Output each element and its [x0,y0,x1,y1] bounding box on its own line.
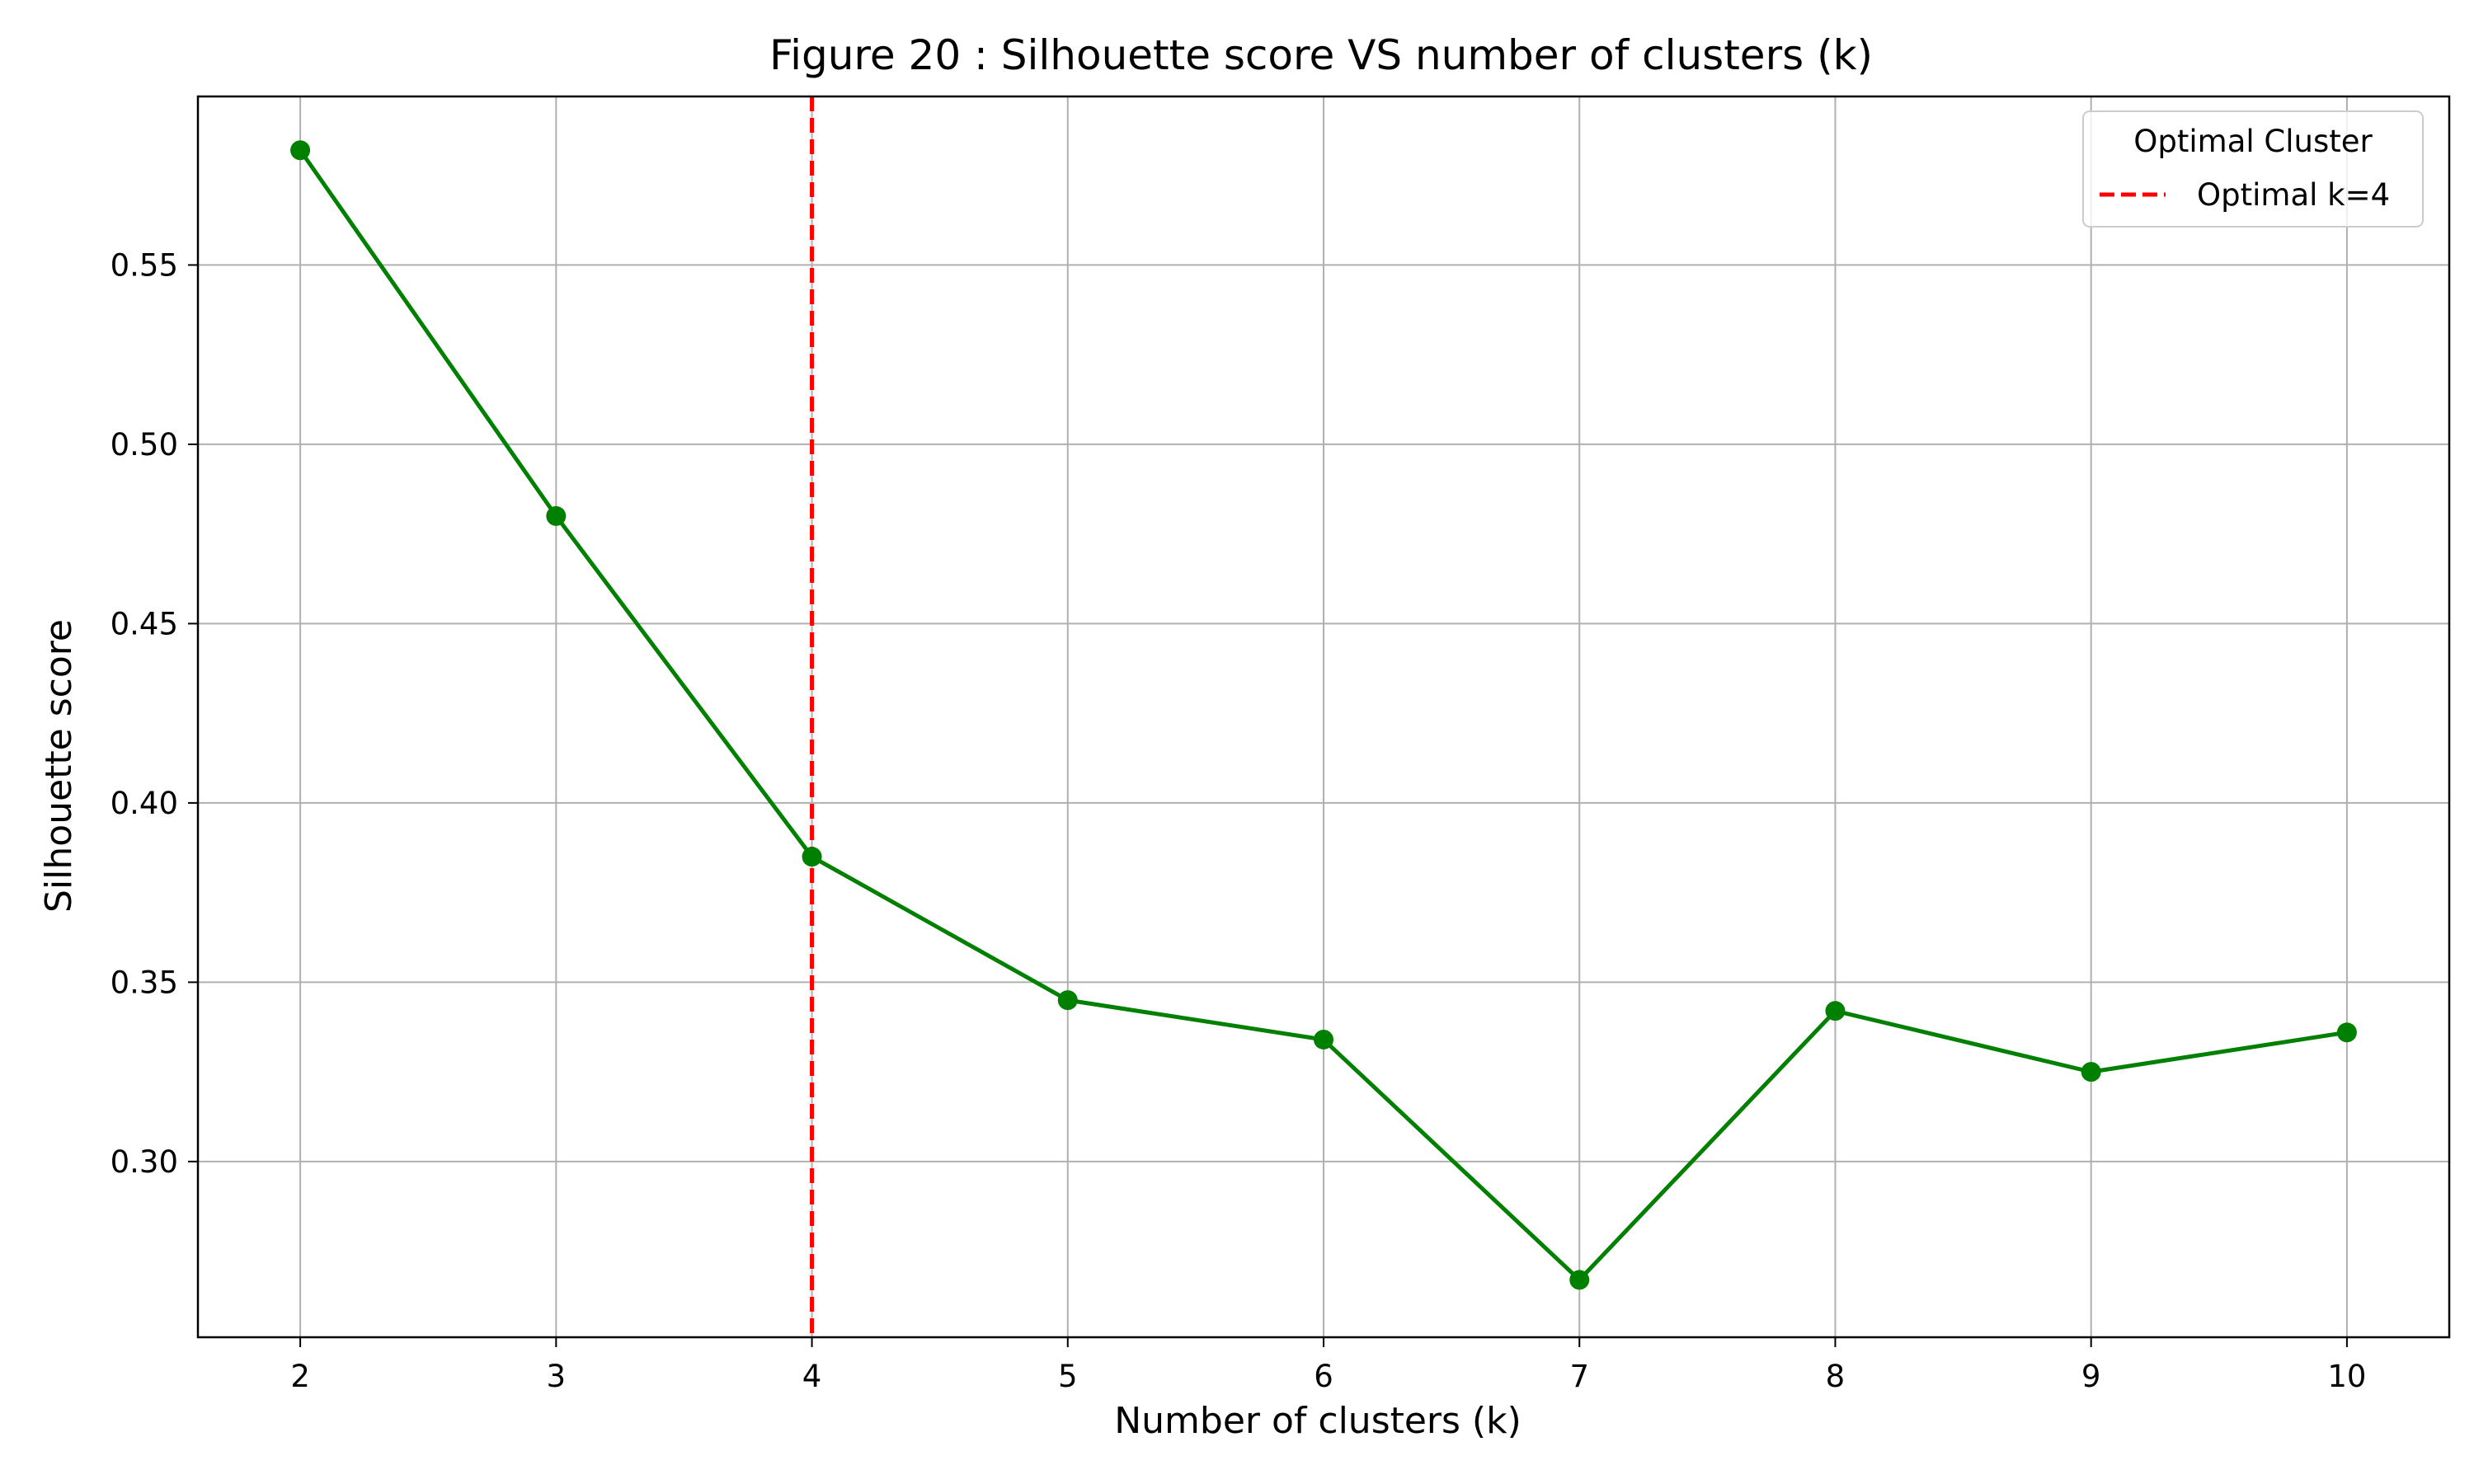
x-tick-label: 7 [1569,1359,1589,1394]
y-tick-label: 0.55 [111,247,178,283]
x-tick-label: 9 [2081,1359,2101,1394]
data-point [1314,1029,1333,1050]
data-point [290,140,311,161]
legend: Optimal Cluster Optimal k=4 [2082,110,2424,228]
x-tick-label: 2 [290,1359,310,1394]
x-tick-label: 10 [2327,1359,2366,1394]
x-tick-label: 5 [1058,1359,1078,1394]
legend-title: Optimal Cluster [2133,124,2373,159]
data-point [1569,1270,1590,1290]
data-point [1057,990,1078,1011]
data-point [802,847,822,867]
y-tick-label: 0.30 [111,1144,178,1180]
series-group [290,140,2357,1290]
y-tick-label: 0.50 [111,427,178,463]
x-tick-label: 4 [802,1359,822,1394]
data-point [2336,1022,2357,1043]
y-tick-label: 0.45 [111,606,178,641]
axis-ticks: 2 3 4 5 6 7 8 9 10 0.30 0.35 0.40 0.45 0.50 0.55 [111,247,2367,1394]
legend-box [2082,110,2424,228]
data-point [2081,1062,2101,1082]
y-axis-label: Silhouette score [38,619,80,913]
y-tick-label: 0.40 [111,786,178,821]
legend-entry-label: Optimal k=4 [2197,177,2390,213]
y-tick-label: 0.35 [111,965,178,1000]
x-tick-label: 8 [1826,1359,1846,1394]
chart-title: Figure 20 : Silhouette score VS number o… [769,31,1873,79]
data-point [546,505,567,526]
data-point [1825,1001,1846,1021]
x-tick-label: 6 [1314,1359,1333,1394]
x-axis-label: Number of clusters (k) [1114,1400,1522,1442]
x-tick-label: 3 [547,1359,567,1394]
